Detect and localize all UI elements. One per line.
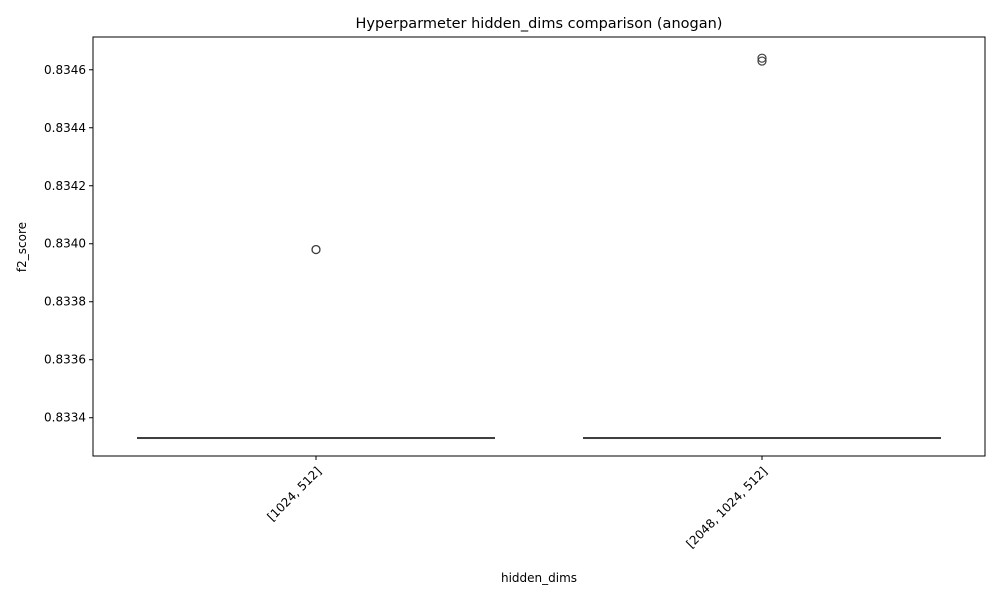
- outlier-point: [757, 56, 767, 66]
- outlier-point: [311, 244, 321, 255]
- y-tick-label: 0.8346: [44, 63, 86, 77]
- outlier-point: [757, 53, 767, 63]
- y-tick-label: 0.8340: [44, 237, 86, 251]
- y-axis-label: f2_score: [15, 222, 29, 272]
- y-tick-label: 0.8334: [44, 411, 86, 425]
- x-tick-label: [1024, 512]: [264, 464, 324, 524]
- plot-frame: [92, 36, 986, 457]
- chart-title: Hyperparmeter hidden_dims comparison (an…: [356, 16, 723, 32]
- y-tick-label: 0.8344: [44, 121, 86, 135]
- y-tick-label: 0.8342: [44, 179, 86, 193]
- y-tick-label: 0.8338: [44, 295, 86, 309]
- plot-area: [137, 53, 941, 440]
- x-axis-label: hidden_dims: [501, 571, 577, 585]
- x-tick-label: [2048, 1024, 512]: [683, 464, 770, 551]
- y-tick-label: 0.8336: [44, 353, 86, 367]
